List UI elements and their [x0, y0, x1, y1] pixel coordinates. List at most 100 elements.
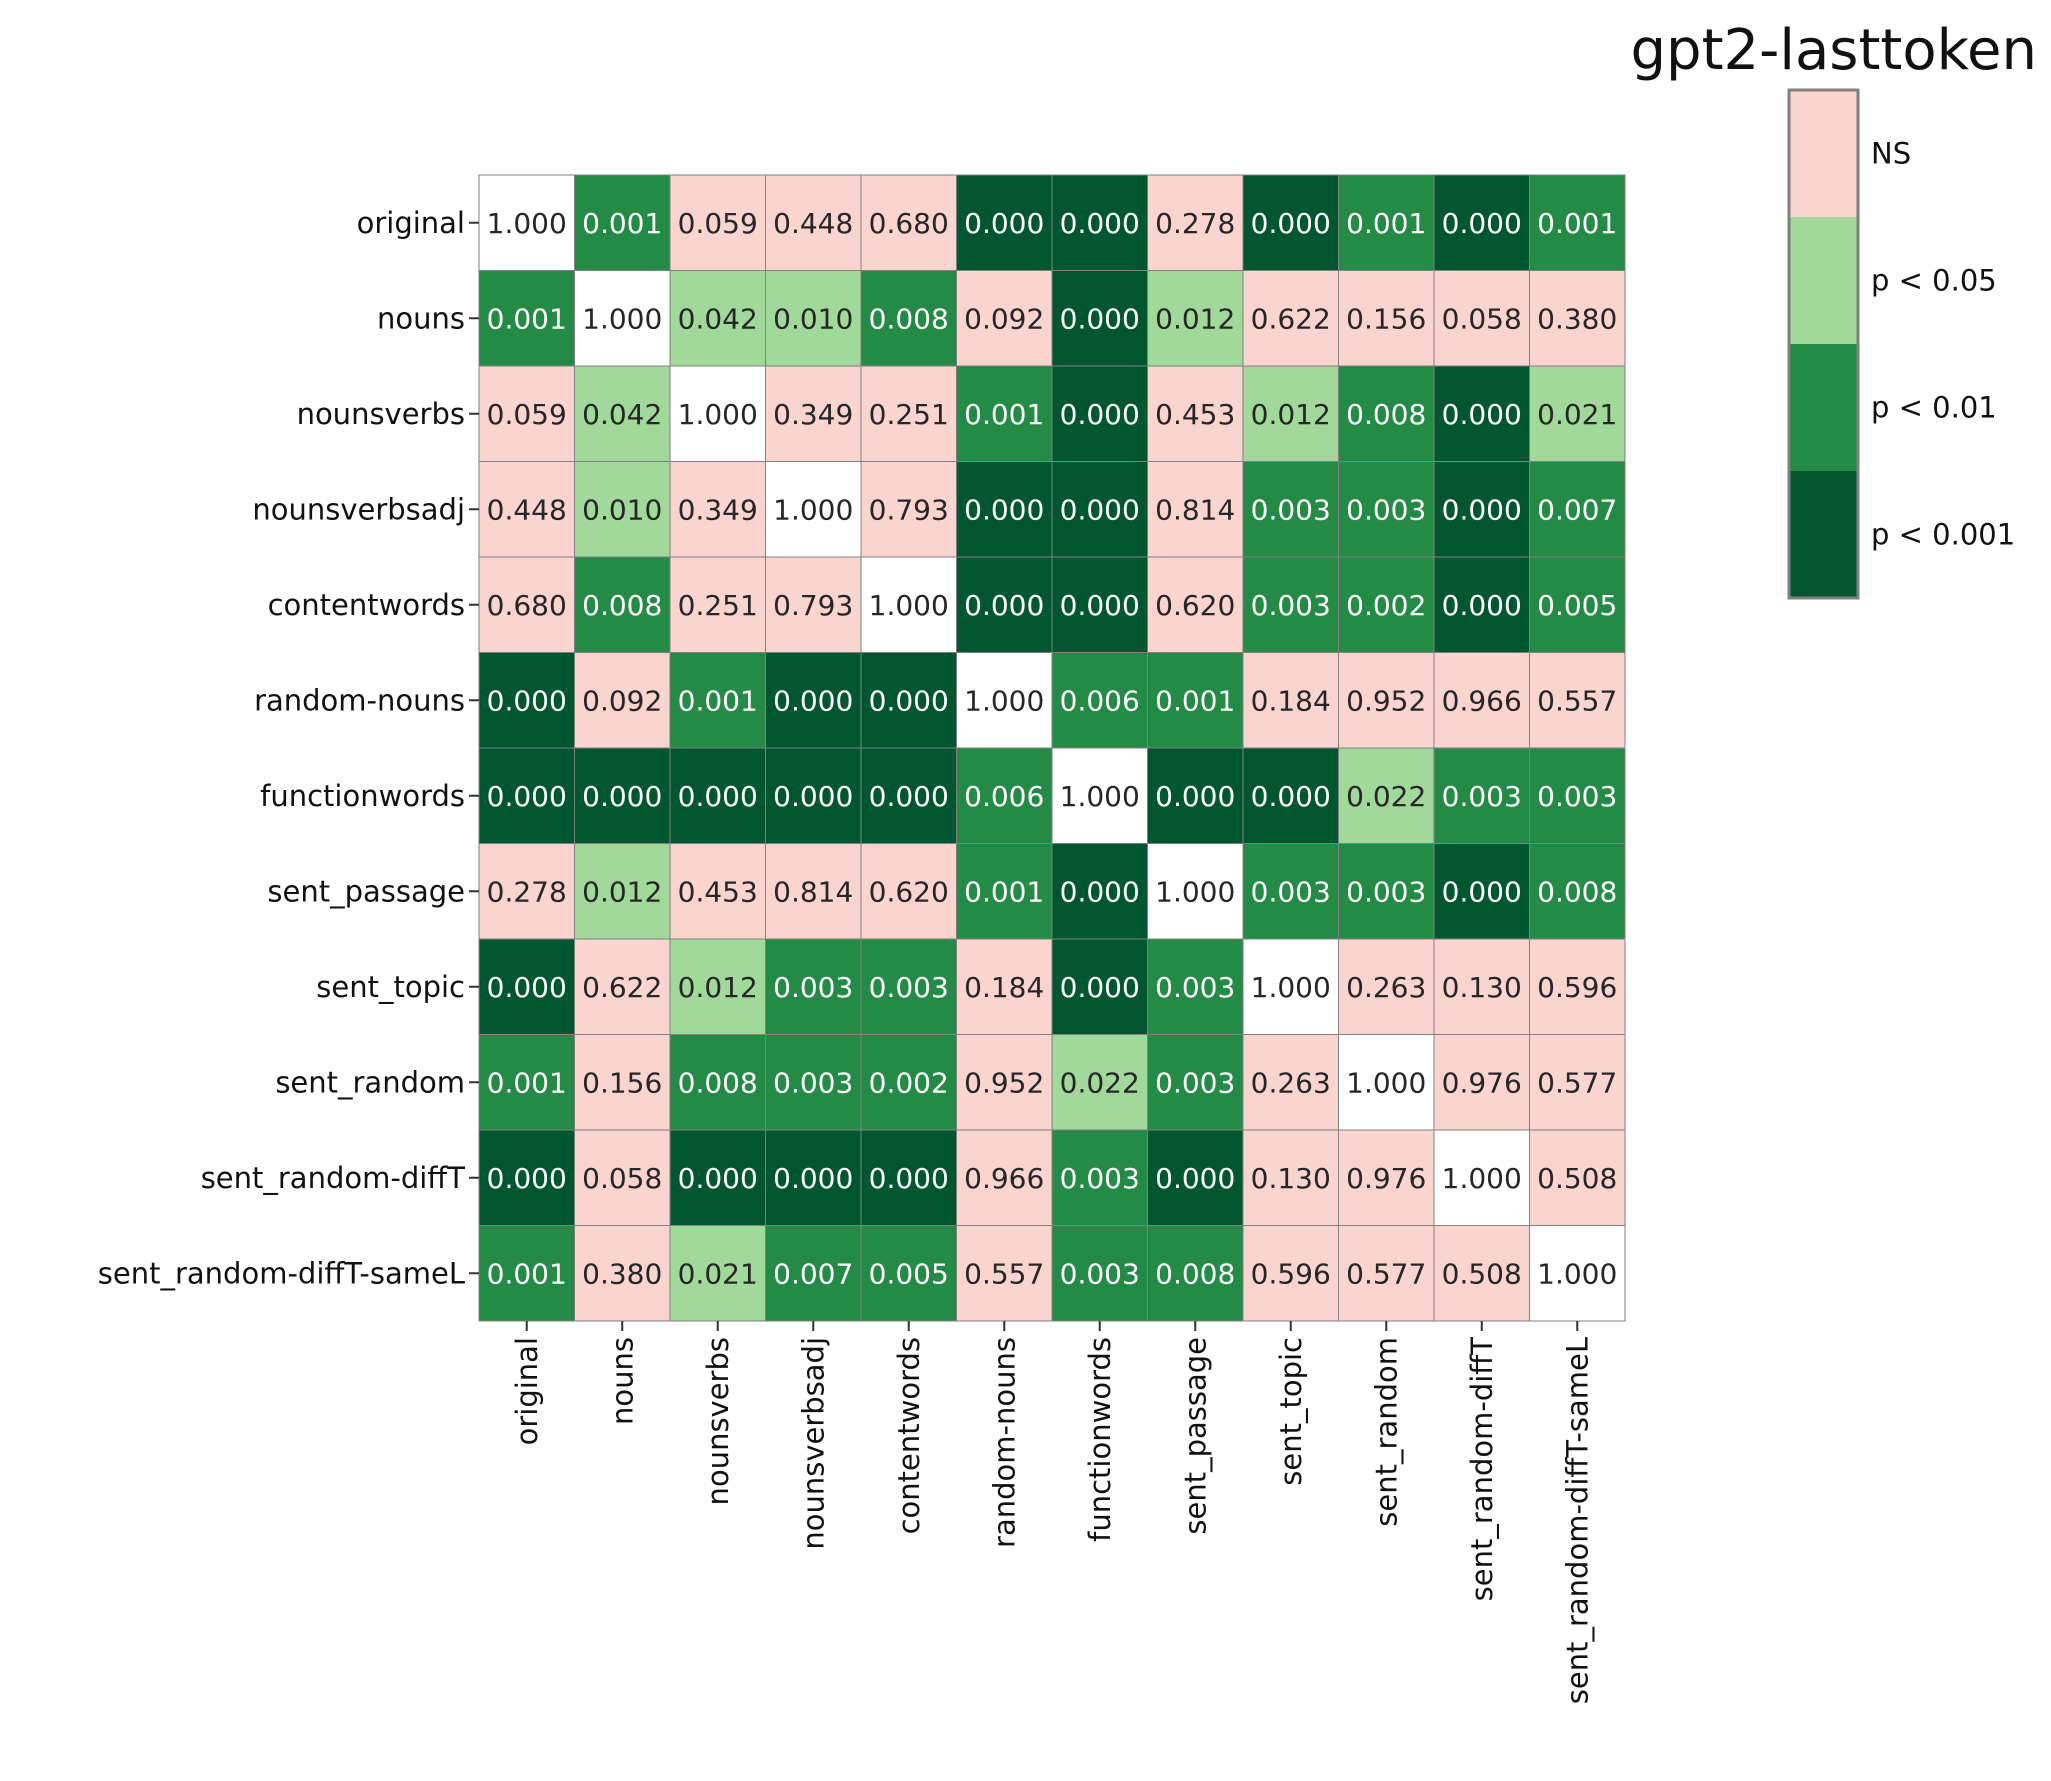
heatmap-cell — [956, 461, 1053, 558]
y-tick-label: nounsverbs — [297, 397, 465, 431]
heatmap-cell — [478, 174, 575, 271]
heatmap-cell — [1529, 1129, 1626, 1226]
x-tick-label: sent_passage — [1178, 1337, 1212, 1535]
legend-label: p < 0.001 — [1871, 518, 2015, 552]
heatmap-cell — [1529, 461, 1626, 558]
heatmap-cell — [765, 652, 862, 749]
heatmap-cell — [1338, 1034, 1435, 1131]
y-tick-label: sent_passage — [267, 874, 465, 908]
cell-value-label: 0.577 — [1537, 1066, 1617, 1099]
cell-value-label: 0.952 — [964, 1066, 1044, 1099]
heatmap-cell — [956, 270, 1053, 367]
cell-value-label: 0.059 — [678, 207, 758, 240]
heatmap-cell — [1242, 365, 1339, 462]
cell-value-label: 0.001 — [1346, 207, 1426, 240]
heatmap-cell — [1051, 1129, 1148, 1226]
heatmap-cell — [1051, 556, 1148, 653]
cell-value-label: 0.003 — [1537, 780, 1617, 813]
y-tick-label: nounsverbsadj — [252, 492, 465, 526]
heatmap-cell — [860, 556, 957, 653]
heatmap-cell — [1338, 270, 1435, 367]
cell-value-label: 0.349 — [773, 398, 853, 431]
cell-value-label: 0.001 — [1537, 207, 1617, 240]
cell-value-label: 0.022 — [1060, 1066, 1140, 1099]
heatmap-cell — [574, 1129, 671, 1226]
cell-value-label: 0.184 — [964, 971, 1044, 1004]
heatmap-cell — [1051, 652, 1148, 749]
heatmap-cell — [1529, 365, 1626, 462]
heatmap-cell — [1147, 1034, 1244, 1131]
y-tick-label: sent_random-diffT-sameL — [98, 1256, 465, 1290]
cell-value-label: 0.251 — [678, 589, 758, 622]
cell-value-label: 0.003 — [1251, 493, 1331, 526]
heatmap-cell — [574, 938, 671, 1035]
heatmap-cell — [1529, 938, 1626, 1035]
cell-value-label: 0.006 — [1060, 684, 1140, 717]
heatmap-cell — [669, 270, 766, 367]
heatmap-cell — [956, 938, 1053, 1035]
heatmap-cell — [860, 938, 957, 1035]
legend-label: p < 0.01 — [1871, 391, 1997, 425]
cell-value-label: 0.000 — [964, 493, 1044, 526]
cell-value-label: 0.000 — [1060, 493, 1140, 526]
heatmap-cell — [1433, 461, 1530, 558]
heatmap-cell — [1147, 174, 1244, 271]
cell-value-label: 1.000 — [1060, 780, 1140, 813]
heatmap-cell — [478, 365, 575, 462]
heatmap-cell — [478, 1225, 575, 1322]
heatmap-cell — [1051, 270, 1148, 367]
legend-swatch — [1789, 90, 1858, 217]
cell-value-label: 0.001 — [487, 1066, 567, 1099]
heatmap-cell — [1242, 174, 1339, 271]
cell-value-label: 0.577 — [1346, 1257, 1426, 1290]
heatmap-cell — [1338, 556, 1435, 653]
cell-value-label: 0.003 — [1346, 493, 1426, 526]
heatmap-cell — [1051, 365, 1148, 462]
cell-value-label: 0.000 — [1155, 1162, 1235, 1195]
cell-value-label: 1.000 — [1537, 1257, 1617, 1290]
heatmap-cell — [860, 1129, 957, 1226]
x-tick-label: original — [510, 1337, 544, 1445]
legend-swatch — [1789, 471, 1858, 598]
cell-value-label: 0.042 — [582, 398, 662, 431]
cell-value-label: 0.000 — [487, 971, 567, 1004]
cell-value-label: 0.006 — [964, 780, 1044, 813]
chart-title: gpt2-lasttoken — [1630, 18, 2038, 83]
cell-value-label: 1.000 — [582, 302, 662, 335]
heatmap-cell — [669, 174, 766, 271]
cell-value-label: 0.793 — [869, 493, 949, 526]
heatmap-cell — [765, 270, 862, 367]
cell-value-label: 0.012 — [678, 971, 758, 1004]
cell-value-label: 0.003 — [1155, 1066, 1235, 1099]
x-tick-label: functionwords — [1083, 1337, 1117, 1542]
heatmap-cell — [1338, 843, 1435, 940]
heatmap-cell — [860, 1034, 957, 1131]
cell-value-label: 0.000 — [487, 780, 567, 813]
y-tick-label: random-nouns — [254, 683, 465, 717]
cell-value-label: 0.002 — [1346, 589, 1426, 622]
heatmap-cell — [1529, 652, 1626, 749]
cell-value-label: 0.263 — [1251, 1066, 1331, 1099]
cell-value-label: 0.058 — [1442, 302, 1522, 335]
cell-value-label: 0.620 — [869, 875, 949, 908]
heatmap-cell — [669, 1129, 766, 1226]
cell-value-label: 0.012 — [1251, 398, 1331, 431]
cell-value-label: 0.000 — [964, 589, 1044, 622]
heatmap-cell — [1147, 747, 1244, 844]
heatmap-cell — [1338, 461, 1435, 558]
heatmap-cell — [574, 1225, 671, 1322]
heatmap-cell — [1433, 1034, 1530, 1131]
heatmap-cell — [765, 174, 862, 271]
heatmap-cell — [574, 843, 671, 940]
x-tick-label: nounsverbs — [701, 1337, 735, 1505]
heatmap-cell — [1147, 1129, 1244, 1226]
x-tick-label: sent_random — [1369, 1337, 1403, 1527]
heatmap-cell — [1529, 1225, 1626, 1322]
cell-value-label: 0.508 — [1442, 1257, 1522, 1290]
cell-value-label: 0.010 — [582, 493, 662, 526]
cell-value-label: 1.000 — [487, 207, 567, 240]
heatmap-cell — [1147, 938, 1244, 1035]
heatmap-cell — [765, 938, 862, 1035]
heatmap-cell — [860, 747, 957, 844]
